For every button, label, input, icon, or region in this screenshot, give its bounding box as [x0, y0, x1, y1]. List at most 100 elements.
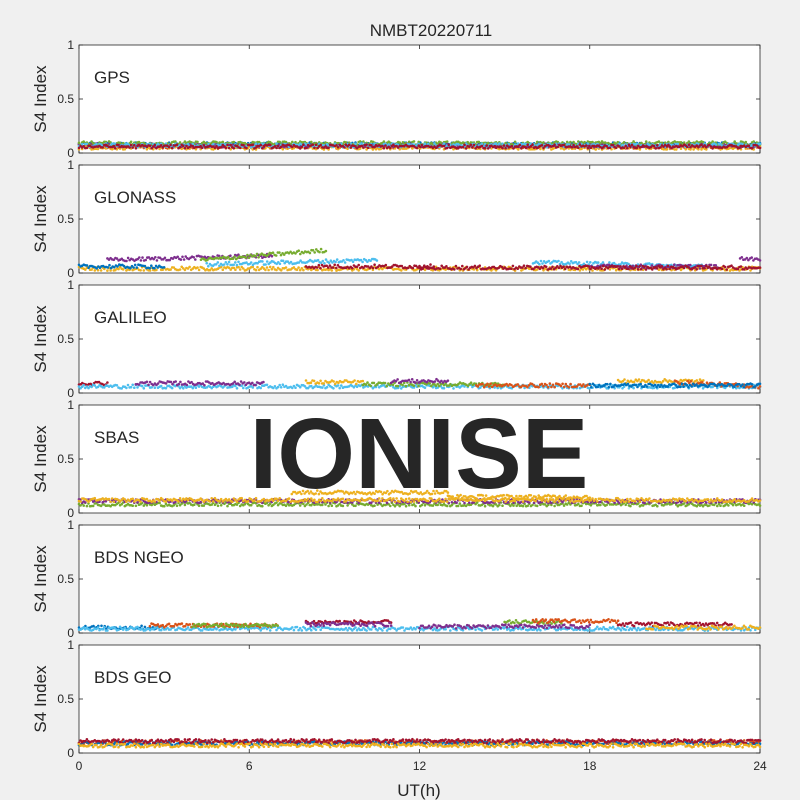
data-point — [90, 385, 93, 389]
data-point — [181, 255, 184, 259]
data-point — [447, 143, 451, 146]
data-point — [170, 386, 174, 390]
data-point — [226, 143, 229, 147]
data-point — [215, 144, 218, 148]
data-point — [141, 256, 144, 259]
data-point — [601, 261, 605, 264]
data-point — [603, 268, 607, 271]
data-point — [442, 142, 446, 145]
data-point — [148, 269, 152, 272]
y-axis-label: S4 Index — [31, 305, 50, 373]
data-point — [317, 263, 321, 267]
data-point — [153, 386, 157, 390]
data-point — [755, 144, 759, 147]
data-point — [723, 265, 727, 269]
data-point — [601, 264, 605, 268]
data-point — [265, 383, 269, 387]
data-point — [194, 258, 197, 261]
data-point — [281, 383, 285, 387]
data-point — [478, 264, 482, 268]
data-point — [384, 144, 387, 147]
data-point — [518, 143, 522, 147]
y-tick-label: 0.5 — [57, 332, 74, 346]
data-point — [420, 143, 424, 147]
data-point — [371, 266, 375, 270]
data-point — [617, 267, 621, 271]
data-point — [411, 266, 415, 270]
data-point — [196, 266, 199, 269]
data-point — [85, 264, 89, 267]
data-point — [622, 141, 626, 144]
data-point — [281, 147, 285, 151]
data-point — [338, 386, 342, 390]
data-point — [322, 148, 326, 151]
data-point — [340, 384, 343, 387]
data-point — [101, 146, 104, 149]
data-point — [429, 263, 432, 266]
data-point — [237, 265, 240, 269]
data-point — [227, 146, 231, 150]
data-point — [439, 141, 443, 144]
data-point — [524, 266, 527, 270]
data-point — [270, 254, 274, 258]
data-point — [229, 254, 232, 257]
data-point — [109, 269, 112, 272]
data-point — [423, 386, 427, 390]
data-point — [242, 386, 245, 390]
data-point — [570, 146, 574, 149]
data-point — [594, 148, 597, 151]
data-point — [453, 268, 456, 271]
data-point — [256, 265, 259, 269]
data-point — [336, 147, 340, 151]
data-point — [322, 382, 326, 385]
data-point — [465, 265, 469, 269]
data-point — [687, 140, 691, 143]
data-point — [586, 146, 590, 150]
data-point — [639, 267, 643, 271]
data-point — [404, 384, 408, 388]
data-point — [689, 148, 692, 151]
data-point — [311, 249, 315, 252]
data-point — [535, 140, 539, 144]
data-point — [319, 379, 322, 383]
data-point — [242, 143, 245, 147]
data-point — [234, 261, 237, 264]
data-point — [591, 140, 594, 144]
data-point — [635, 264, 638, 268]
data-point — [183, 146, 187, 150]
data-point — [121, 268, 125, 271]
data-point — [714, 143, 718, 146]
data-point — [281, 259, 285, 263]
data-point — [278, 383, 282, 387]
data-point — [224, 146, 228, 149]
data-point — [133, 386, 136, 390]
data-point — [389, 146, 392, 150]
data-point — [589, 261, 592, 264]
data-point — [365, 143, 368, 146]
data-point — [147, 383, 150, 387]
data-point — [264, 268, 267, 272]
data-point — [747, 144, 751, 148]
data-point — [480, 144, 484, 148]
data-point — [131, 383, 134, 387]
data-point — [400, 269, 403, 272]
data-point — [222, 263, 226, 266]
data-point — [132, 266, 135, 269]
data-point — [319, 143, 323, 147]
data-point — [148, 144, 152, 147]
data-point — [584, 144, 588, 147]
plot-area — [78, 284, 761, 394]
data-point — [700, 264, 703, 268]
data-point — [438, 267, 442, 271]
data-point — [240, 384, 243, 388]
data-point — [238, 146, 242, 150]
data-point — [309, 381, 313, 385]
data-point — [179, 380, 182, 384]
data-point — [267, 268, 270, 272]
data-point — [644, 140, 648, 143]
data-point — [357, 263, 361, 267]
data-point — [362, 146, 365, 149]
data-point — [577, 140, 580, 143]
